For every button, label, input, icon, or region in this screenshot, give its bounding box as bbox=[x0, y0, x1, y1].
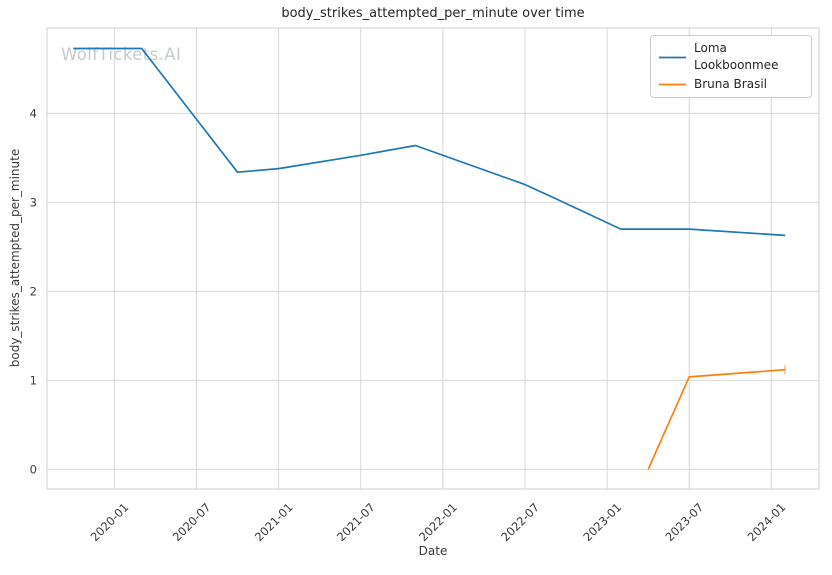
y-tick-label: 0 bbox=[30, 462, 37, 476]
x-tick-label: 2020-07 bbox=[170, 500, 214, 544]
legend-label: Bruna Brasil bbox=[694, 77, 767, 91]
x-tick-label: 2021-07 bbox=[334, 500, 378, 544]
series-line-loma-lookboonmee bbox=[73, 47, 786, 237]
legend-line-swatch-orange bbox=[659, 83, 686, 86]
y-tick-label: 2 bbox=[30, 284, 37, 298]
legend-item-bruna-brasil: Bruna Brasil bbox=[659, 76, 803, 93]
legend: Loma Lookboonmee Bruna Brasil bbox=[650, 35, 812, 98]
legend-item-loma-lookboonmee: Loma Lookboonmee bbox=[659, 40, 803, 74]
x-tick-label: 2020-01 bbox=[88, 500, 132, 544]
x-tick-label: 2023-01 bbox=[580, 500, 624, 544]
x-tick-label: 2024-01 bbox=[745, 500, 789, 544]
y-tick-label: 1 bbox=[30, 373, 37, 387]
x-tick-label: 2022-01 bbox=[416, 500, 460, 544]
x-tick-label: 2023-07 bbox=[662, 500, 706, 544]
y-tick-label: 3 bbox=[30, 195, 37, 209]
series-lines bbox=[73, 47, 786, 470]
plot-border bbox=[46, 27, 820, 490]
x-axis-label: Date bbox=[418, 544, 448, 558]
series-line-bruna-brasil bbox=[647, 368, 786, 470]
chart-title: body_strikes_attempted_per_minute over t… bbox=[281, 6, 585, 21]
x-tick-labels: 2020-01 2020-07 2021-01 2021-07 2022-01 2022-… bbox=[88, 500, 789, 544]
legend-line-swatch-blue bbox=[659, 56, 686, 58]
x-tick-label: 2021-01 bbox=[252, 500, 296, 544]
gridlines bbox=[47, 28, 819, 489]
legend-label: Loma Lookboonmee bbox=[694, 41, 779, 72]
y-tick-labels: 0 1 2 3 4 bbox=[30, 106, 37, 476]
y-tick-label: 4 bbox=[30, 106, 37, 120]
x-tick-label: 2022-07 bbox=[498, 500, 542, 544]
